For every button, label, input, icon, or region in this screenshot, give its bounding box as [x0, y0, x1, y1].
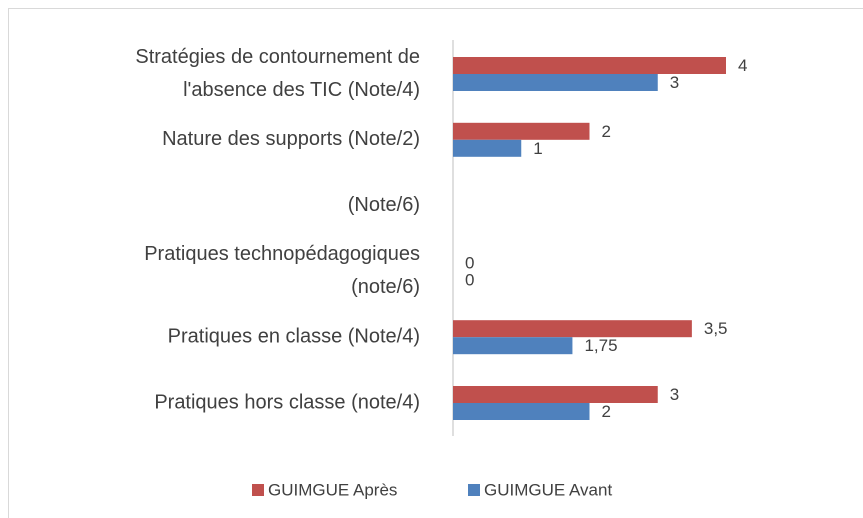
data-label: 2 [602, 122, 611, 141]
data-label: 0 [465, 270, 474, 289]
category-label: Pratiques en classe (Note/4) [168, 325, 420, 347]
data-label: 3 [670, 73, 679, 92]
data-label: 1 [533, 139, 542, 158]
legend-label: GUIMGUE Avant [484, 480, 612, 499]
category-label: (Note/6) [348, 194, 420, 216]
bar [453, 320, 692, 338]
bar [453, 57, 726, 74]
bar [453, 122, 590, 140]
category-label: Nature des supports (Note/2) [162, 128, 420, 150]
bar [453, 139, 522, 157]
category-label: Pratiques technopédagogiques [144, 243, 420, 265]
data-label: 1,75 [584, 336, 617, 355]
category-label: Stratégies de contournement de [135, 46, 420, 68]
data-label: 4 [738, 56, 747, 75]
bar [453, 337, 573, 355]
data-label: 2 [602, 402, 611, 421]
legend-swatch [252, 484, 264, 496]
data-label: 3 [670, 385, 679, 404]
legend-label: GUIMGUE Après [268, 480, 397, 499]
bar [453, 74, 658, 91]
category-label: (note/6) [351, 276, 420, 298]
bar [453, 403, 590, 420]
category-label: l'absence des TIC (Note/4) [183, 79, 420, 101]
chart-frame [8, 8, 863, 518]
category-label: Pratiques hors classe (note/4) [154, 391, 420, 413]
data-label: 0 [465, 253, 474, 272]
bar [453, 386, 658, 403]
data-label: 3,5 [704, 319, 728, 338]
legend-swatch [468, 484, 480, 496]
